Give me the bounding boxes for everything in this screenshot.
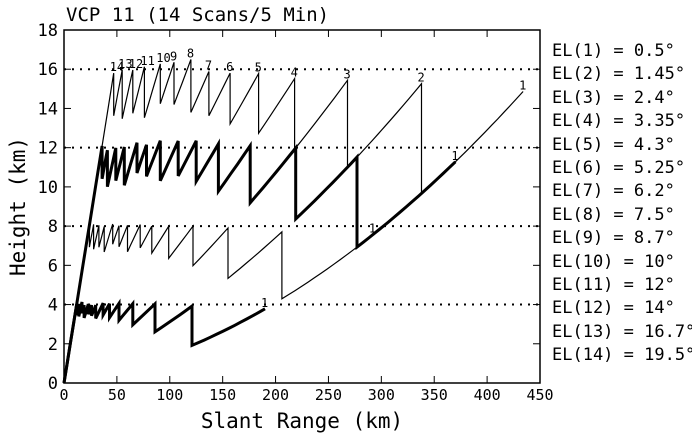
beam-trace-4km — [62, 298, 266, 384]
y-tick-label-4: 4 — [48, 296, 58, 316]
legend-item-el2: EL(2) = 1.45° — [552, 64, 686, 85]
x-tick-label-0: 0 — [59, 386, 68, 404]
end-label-16km-14: 14 — [110, 60, 124, 74]
end-label-4km-1: 1 — [261, 296, 268, 310]
y-tick-label-16: 16 — [38, 60, 58, 80]
x-axis-label: Slant Range (km) — [201, 409, 403, 433]
x-tick-label-250: 250 — [315, 386, 342, 404]
legend-item-el10: EL(10) = 10° — [552, 251, 675, 272]
y-tick-label-6: 6 — [48, 256, 58, 276]
end-label-16km-2: 2 — [418, 71, 425, 85]
elevation-legend: EL(1) = 0.5° EL(2) = 1.45° EL(3) = 2.4° EL(… — [552, 40, 692, 367]
y-tick-label-10: 10 — [38, 178, 58, 198]
legend-item-el14: EL(14) = 19.5° — [552, 345, 692, 366]
end-label-12km-1: 1 — [451, 149, 458, 163]
legend-item-el7: EL(7) = 6.2° — [552, 181, 675, 202]
end-label-16km-10: 10 — [156, 51, 170, 65]
y-tick-label-12: 12 — [38, 139, 58, 159]
end-label-16km-12: 12 — [129, 57, 143, 71]
chart-title: VCP 11 (14 Scans/5 Min) — [66, 4, 330, 26]
end-label-16km-5: 5 — [255, 61, 262, 75]
legend-item-el13: EL(13) = 16.7° — [552, 321, 692, 342]
legend-item-el4: EL(4) = 3.35° — [552, 111, 686, 132]
plot-frame — [63, 29, 541, 384]
legend-item-el9: EL(9) = 8.7° — [552, 228, 675, 249]
x-tick-label-200: 200 — [262, 386, 289, 404]
legend-item-el6: EL(6) = 5.25° — [552, 157, 686, 178]
end-label-16km-11: 11 — [140, 54, 154, 68]
legend-item-el8: EL(8) = 7.5° — [552, 204, 675, 225]
x-tick-label-400: 400 — [474, 386, 501, 404]
end-label-16km-8: 8 — [187, 47, 194, 61]
legend-item-el11: EL(11) = 12° — [552, 274, 675, 295]
y-tick-label-18: 18 — [38, 21, 58, 41]
y-tick-label-14: 14 — [38, 99, 58, 119]
legend-item-el3: EL(3) = 2.4° — [552, 87, 675, 108]
end-label-16km-3: 3 — [343, 67, 350, 81]
legend-item-el1: EL(1) = 0.5° — [552, 41, 675, 61]
end-label-16km-6: 6 — [226, 60, 233, 74]
y-axis-label: Height (km) — [6, 137, 30, 276]
end-label-16km-9: 9 — [170, 49, 177, 63]
x-tick-label-150: 150 — [209, 386, 236, 404]
y-tick-label-8: 8 — [48, 217, 58, 237]
beam-trace-12km — [62, 138, 457, 384]
end-label-16km-1: 1 — [519, 79, 526, 93]
x-tick-label-450: 450 — [526, 386, 553, 404]
x-tick-label-300: 300 — [368, 386, 395, 404]
end-label-8km-1: 1 — [369, 222, 376, 236]
y-tick-label-0: 0 — [48, 374, 58, 394]
x-tick-label-50: 50 — [108, 386, 126, 404]
end-label-16km-7: 7 — [205, 58, 212, 72]
legend-item-el12: EL(12) = 14° — [552, 298, 675, 319]
end-label-16km-4: 4 — [291, 66, 298, 80]
y-tick-label-2: 2 — [48, 335, 58, 355]
x-tick-label-350: 350 — [421, 386, 448, 404]
beam-trace-16km — [63, 59, 524, 384]
x-tick-label-100: 100 — [156, 386, 183, 404]
legend-item-el5: EL(5) = 4.3° — [552, 134, 675, 155]
beam-trace-8km — [63, 223, 374, 384]
end-label-16km-13: 13 — [118, 57, 132, 71]
